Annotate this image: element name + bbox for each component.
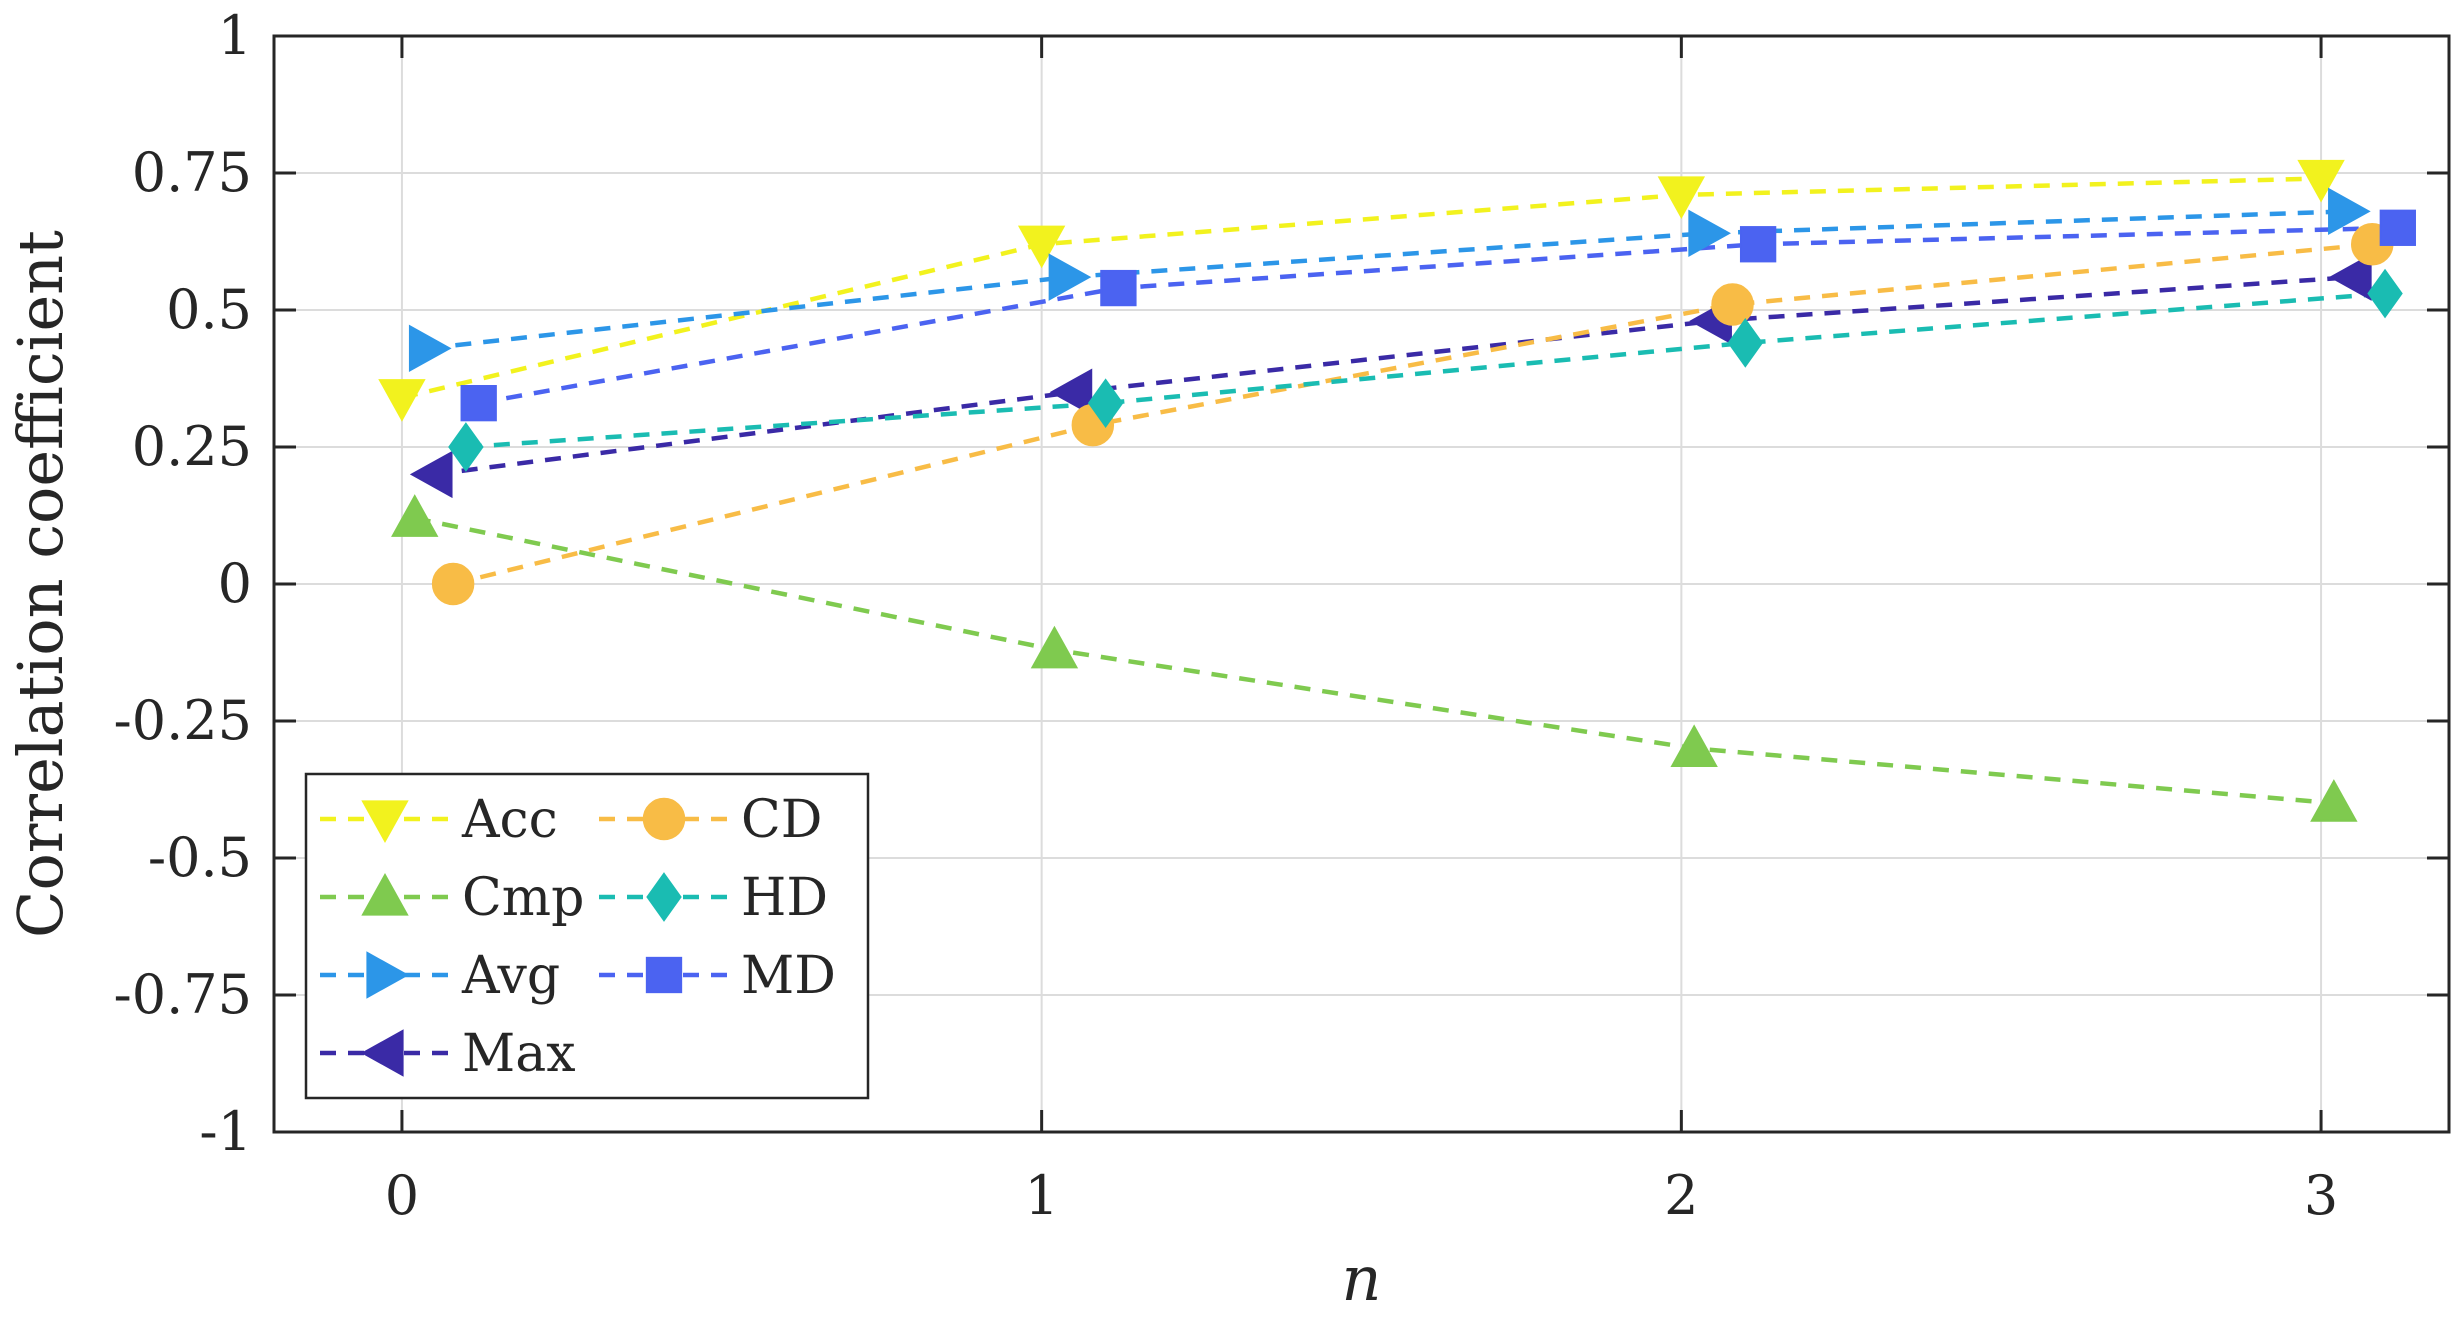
legend-marker-cmp <box>361 872 409 916</box>
series-line-acc <box>401 176 2322 400</box>
y-tick-label: -0.25 <box>114 689 252 752</box>
data-point-cmp <box>2310 779 2358 822</box>
data-point-md <box>1739 226 1777 263</box>
data-point-md <box>1100 269 1137 307</box>
data-point-max <box>2328 253 2372 301</box>
data-point-max <box>1049 368 1093 416</box>
data-point-cd <box>1711 283 1754 326</box>
x-tick-label: 1 <box>1024 1164 1058 1227</box>
y-tick-label: 0.5 <box>166 278 252 341</box>
legend-marker-acc <box>361 800 409 844</box>
y-tick-label: -0.75 <box>114 963 252 1026</box>
legend-label-max: Max <box>462 1024 576 1084</box>
data-point-max <box>409 450 453 499</box>
data-point-hd <box>2367 268 2403 319</box>
data-point-avg <box>408 324 452 373</box>
data-point-hd <box>448 422 484 472</box>
x-tick-label: 2 <box>1664 1164 1698 1227</box>
data-point-cmp <box>1670 724 1718 767</box>
y-tick-label: 1 <box>218 4 252 67</box>
data-point-hd <box>1727 318 1764 368</box>
data-point-acc <box>1657 176 1706 219</box>
legend-label-hd: HD <box>741 868 828 928</box>
series-line-hd <box>465 291 2386 450</box>
data-point-acc <box>378 379 426 422</box>
ticks <box>274 34 2449 1134</box>
data-point-avg <box>1048 253 1092 301</box>
legend-label-md: MD <box>741 946 836 1006</box>
legend-marker-cd <box>642 797 686 841</box>
data-point-hd <box>1087 378 1124 428</box>
data-point-acc <box>1017 225 1066 269</box>
legend-label-acc: Acc <box>461 790 558 850</box>
legend-label-cmp: Cmp <box>462 868 584 928</box>
x-tick-label: 3 <box>2304 1164 2338 1227</box>
series-line-max <box>433 274 2354 477</box>
y-tick-label: 0 <box>218 552 252 615</box>
data-point-cd <box>431 562 475 606</box>
y-tick-label: -0.5 <box>148 826 252 889</box>
data-point-acc <box>2297 159 2345 203</box>
legend-marker-hd <box>646 872 682 922</box>
data-point-avg <box>2328 187 2371 236</box>
series-markers <box>378 159 2416 822</box>
series-line-cd <box>452 241 2373 587</box>
series-line-avg <box>427 209 2347 351</box>
y-tick-label: 0.25 <box>132 415 252 478</box>
legend-marker-max <box>360 1029 404 1077</box>
legend-marker-md <box>645 956 683 994</box>
series-lines <box>401 176 2398 806</box>
data-point-md <box>2379 209 2416 246</box>
data-point-md <box>460 385 497 422</box>
series-line-cmp <box>414 516 2335 806</box>
y-axis-label: Correlation coefficient <box>4 230 77 938</box>
legend-label-cd: CD <box>741 790 822 850</box>
y-tick-label: -1 <box>199 1100 252 1163</box>
x-axis-label: n <box>1342 1242 1382 1315</box>
legend-label-avg: Avg <box>461 946 560 1006</box>
legend: Acc Cmp Avg Max CD HD MD <box>304 772 870 1100</box>
data-point-cmp <box>391 494 439 537</box>
y-tick-label: 0.75 <box>132 141 252 204</box>
data-point-avg <box>1688 209 1732 257</box>
series-line-md <box>478 225 2398 406</box>
legend-marker-avg <box>366 951 410 999</box>
x-tick-label: 0 <box>385 1164 419 1227</box>
data-point-cmp <box>1030 625 1079 669</box>
tick-labels: 0 1 2 3 1 0.75 0.5 0.25 0 -0.25 -0.5 -0.75 -1 <box>114 4 2339 1227</box>
